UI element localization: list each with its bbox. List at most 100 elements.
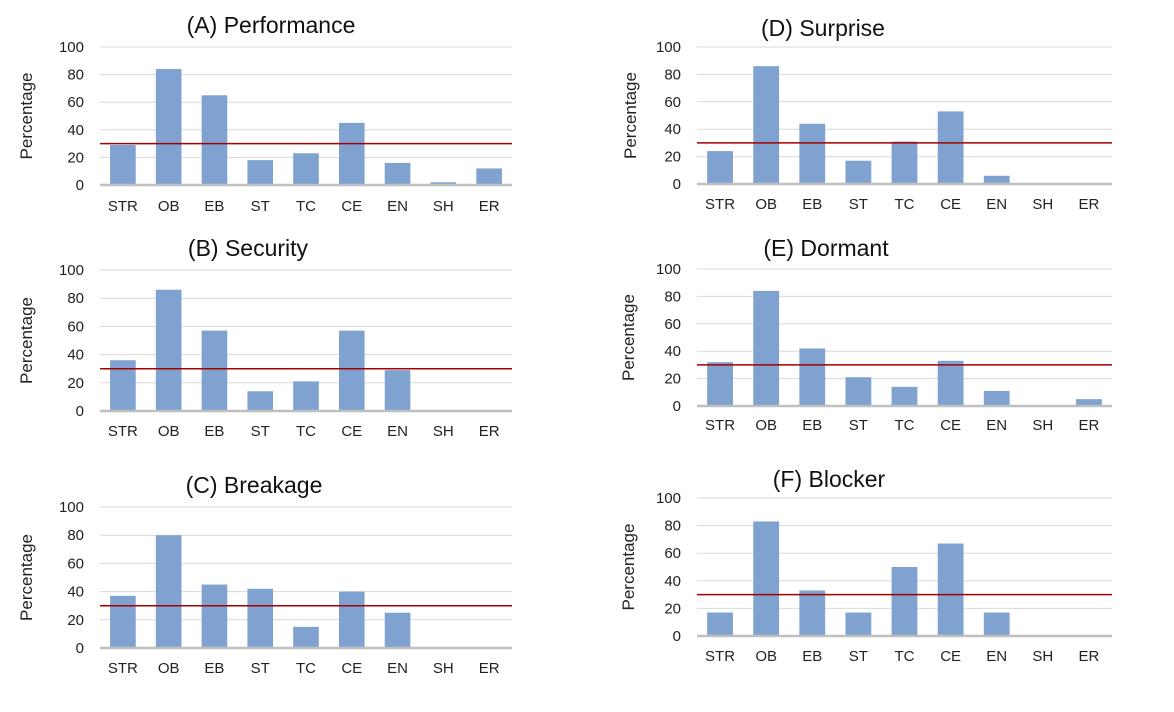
x-tick-label: EB xyxy=(204,660,224,677)
x-tick-label: ST xyxy=(251,198,270,215)
y-tick-label: 60 xyxy=(664,545,681,562)
bar xyxy=(338,591,365,648)
y-tick-label: 20 xyxy=(664,600,681,617)
chart-panel: 0 20 40 60 80 100 STR OB EB ST TC CE EN SH ER (E) Dorma… xyxy=(619,235,1112,434)
x-tick-label: EB xyxy=(204,423,224,440)
bar xyxy=(891,141,918,184)
x-tick-label: SH xyxy=(433,423,454,440)
x-tick-label: OB xyxy=(755,417,777,434)
x-tick-label: ST xyxy=(251,423,270,440)
x-tick-label: ER xyxy=(479,660,500,677)
bar xyxy=(293,626,319,648)
y-tick-label: 100 xyxy=(656,490,681,507)
y-tick-label: 0 xyxy=(673,628,681,645)
x-tick-label: SH xyxy=(1032,648,1053,665)
x-tick-label: SH xyxy=(433,660,454,677)
x-tick-label: STR xyxy=(705,196,735,213)
x-tick-label: OB xyxy=(158,198,180,215)
bar xyxy=(155,69,182,185)
bar xyxy=(430,182,457,185)
y-tick-label: 100 xyxy=(656,261,681,278)
x-tick-label: OB xyxy=(158,660,180,677)
bar xyxy=(891,567,918,636)
y-tick-label: 80 xyxy=(664,66,681,83)
x-tick-label: ER xyxy=(479,198,500,215)
x-tick-label: ST xyxy=(849,648,868,665)
bar xyxy=(753,290,780,406)
bar xyxy=(201,330,228,411)
bar xyxy=(753,66,780,184)
y-axis-label: Percentage xyxy=(17,73,36,160)
bar xyxy=(845,160,872,184)
x-tick-label: OB xyxy=(158,423,180,440)
y-axis-label: Percentage xyxy=(619,294,638,381)
x-tick-label: CE xyxy=(940,196,961,213)
bar xyxy=(384,162,411,185)
chart-panel: 0 20 40 60 80 100 STR OB EB ST TC CE EN SH ER (B) Secur… xyxy=(17,235,512,440)
chart-panel: 0 20 40 60 80 100 STR OB EB ST TC CE EN SH ER (D) Surpr… xyxy=(621,15,1112,213)
y-tick-label: 80 xyxy=(664,518,681,535)
x-tick-label: ER xyxy=(1079,196,1100,213)
x-tick-label: CE xyxy=(940,648,961,665)
bar xyxy=(707,151,733,184)
x-tick-label: OB xyxy=(755,196,777,213)
y-tick-label: 80 xyxy=(67,290,84,307)
y-axis-label: Percentage xyxy=(621,72,640,159)
bar xyxy=(891,386,918,406)
bar xyxy=(983,612,1010,636)
bar xyxy=(753,521,780,636)
x-tick-label: ER xyxy=(1079,648,1100,665)
bar xyxy=(937,543,964,636)
x-tick-label: OB xyxy=(755,648,777,665)
x-tick-label: TC xyxy=(895,196,915,213)
x-tick-label: STR xyxy=(705,417,735,434)
x-tick-label: CE xyxy=(940,417,961,434)
x-tick-label: CE xyxy=(341,423,362,440)
bar xyxy=(707,612,733,636)
bar xyxy=(293,153,319,185)
bar xyxy=(247,391,274,411)
bar xyxy=(338,330,365,411)
bar xyxy=(1076,399,1102,406)
y-tick-label: 60 xyxy=(67,318,84,335)
x-tick-label: TC xyxy=(895,417,915,434)
y-tick-label: 40 xyxy=(67,584,84,601)
bar xyxy=(110,144,136,185)
y-tick-label: 100 xyxy=(656,39,681,56)
y-tick-label: 20 xyxy=(664,149,681,166)
x-tick-label: EB xyxy=(802,196,822,213)
bar xyxy=(384,612,411,648)
x-tick-label: EB xyxy=(204,198,224,215)
bar xyxy=(201,95,228,185)
bar xyxy=(845,377,872,406)
bar xyxy=(110,595,136,648)
x-tick-label: EN xyxy=(387,423,408,440)
y-tick-label: 40 xyxy=(67,122,84,139)
chart-panel: 0 20 40 60 80 100 STR OB EB ST TC CE EN SH ER (F) Block… xyxy=(619,466,1112,665)
x-tick-label: SH xyxy=(1032,417,1053,434)
x-tick-label: TC xyxy=(895,648,915,665)
y-tick-label: 60 xyxy=(664,94,681,111)
chart-panel: 0 20 40 60 80 100 STR OB EB ST TC CE EN SH ER (C) Break… xyxy=(17,472,512,677)
y-tick-label: 0 xyxy=(76,177,84,194)
x-tick-label: STR xyxy=(108,423,138,440)
x-tick-label: ST xyxy=(849,196,868,213)
bar xyxy=(247,588,274,648)
bar xyxy=(155,289,182,411)
y-tick-label: 40 xyxy=(664,343,681,360)
bar xyxy=(799,123,826,184)
x-tick-label: EN xyxy=(986,648,1007,665)
x-tick-label: SH xyxy=(433,198,454,215)
y-tick-label: 40 xyxy=(664,573,681,590)
y-tick-label: 60 xyxy=(67,555,84,572)
bar xyxy=(293,381,319,411)
x-tick-label: EB xyxy=(802,417,822,434)
bar xyxy=(937,360,964,406)
x-tick-label: TC xyxy=(296,198,316,215)
x-tick-label: EN xyxy=(986,196,1007,213)
y-axis-label: Percentage xyxy=(17,297,36,384)
bar xyxy=(476,168,502,185)
y-tick-label: 80 xyxy=(664,288,681,305)
bar xyxy=(384,370,411,411)
